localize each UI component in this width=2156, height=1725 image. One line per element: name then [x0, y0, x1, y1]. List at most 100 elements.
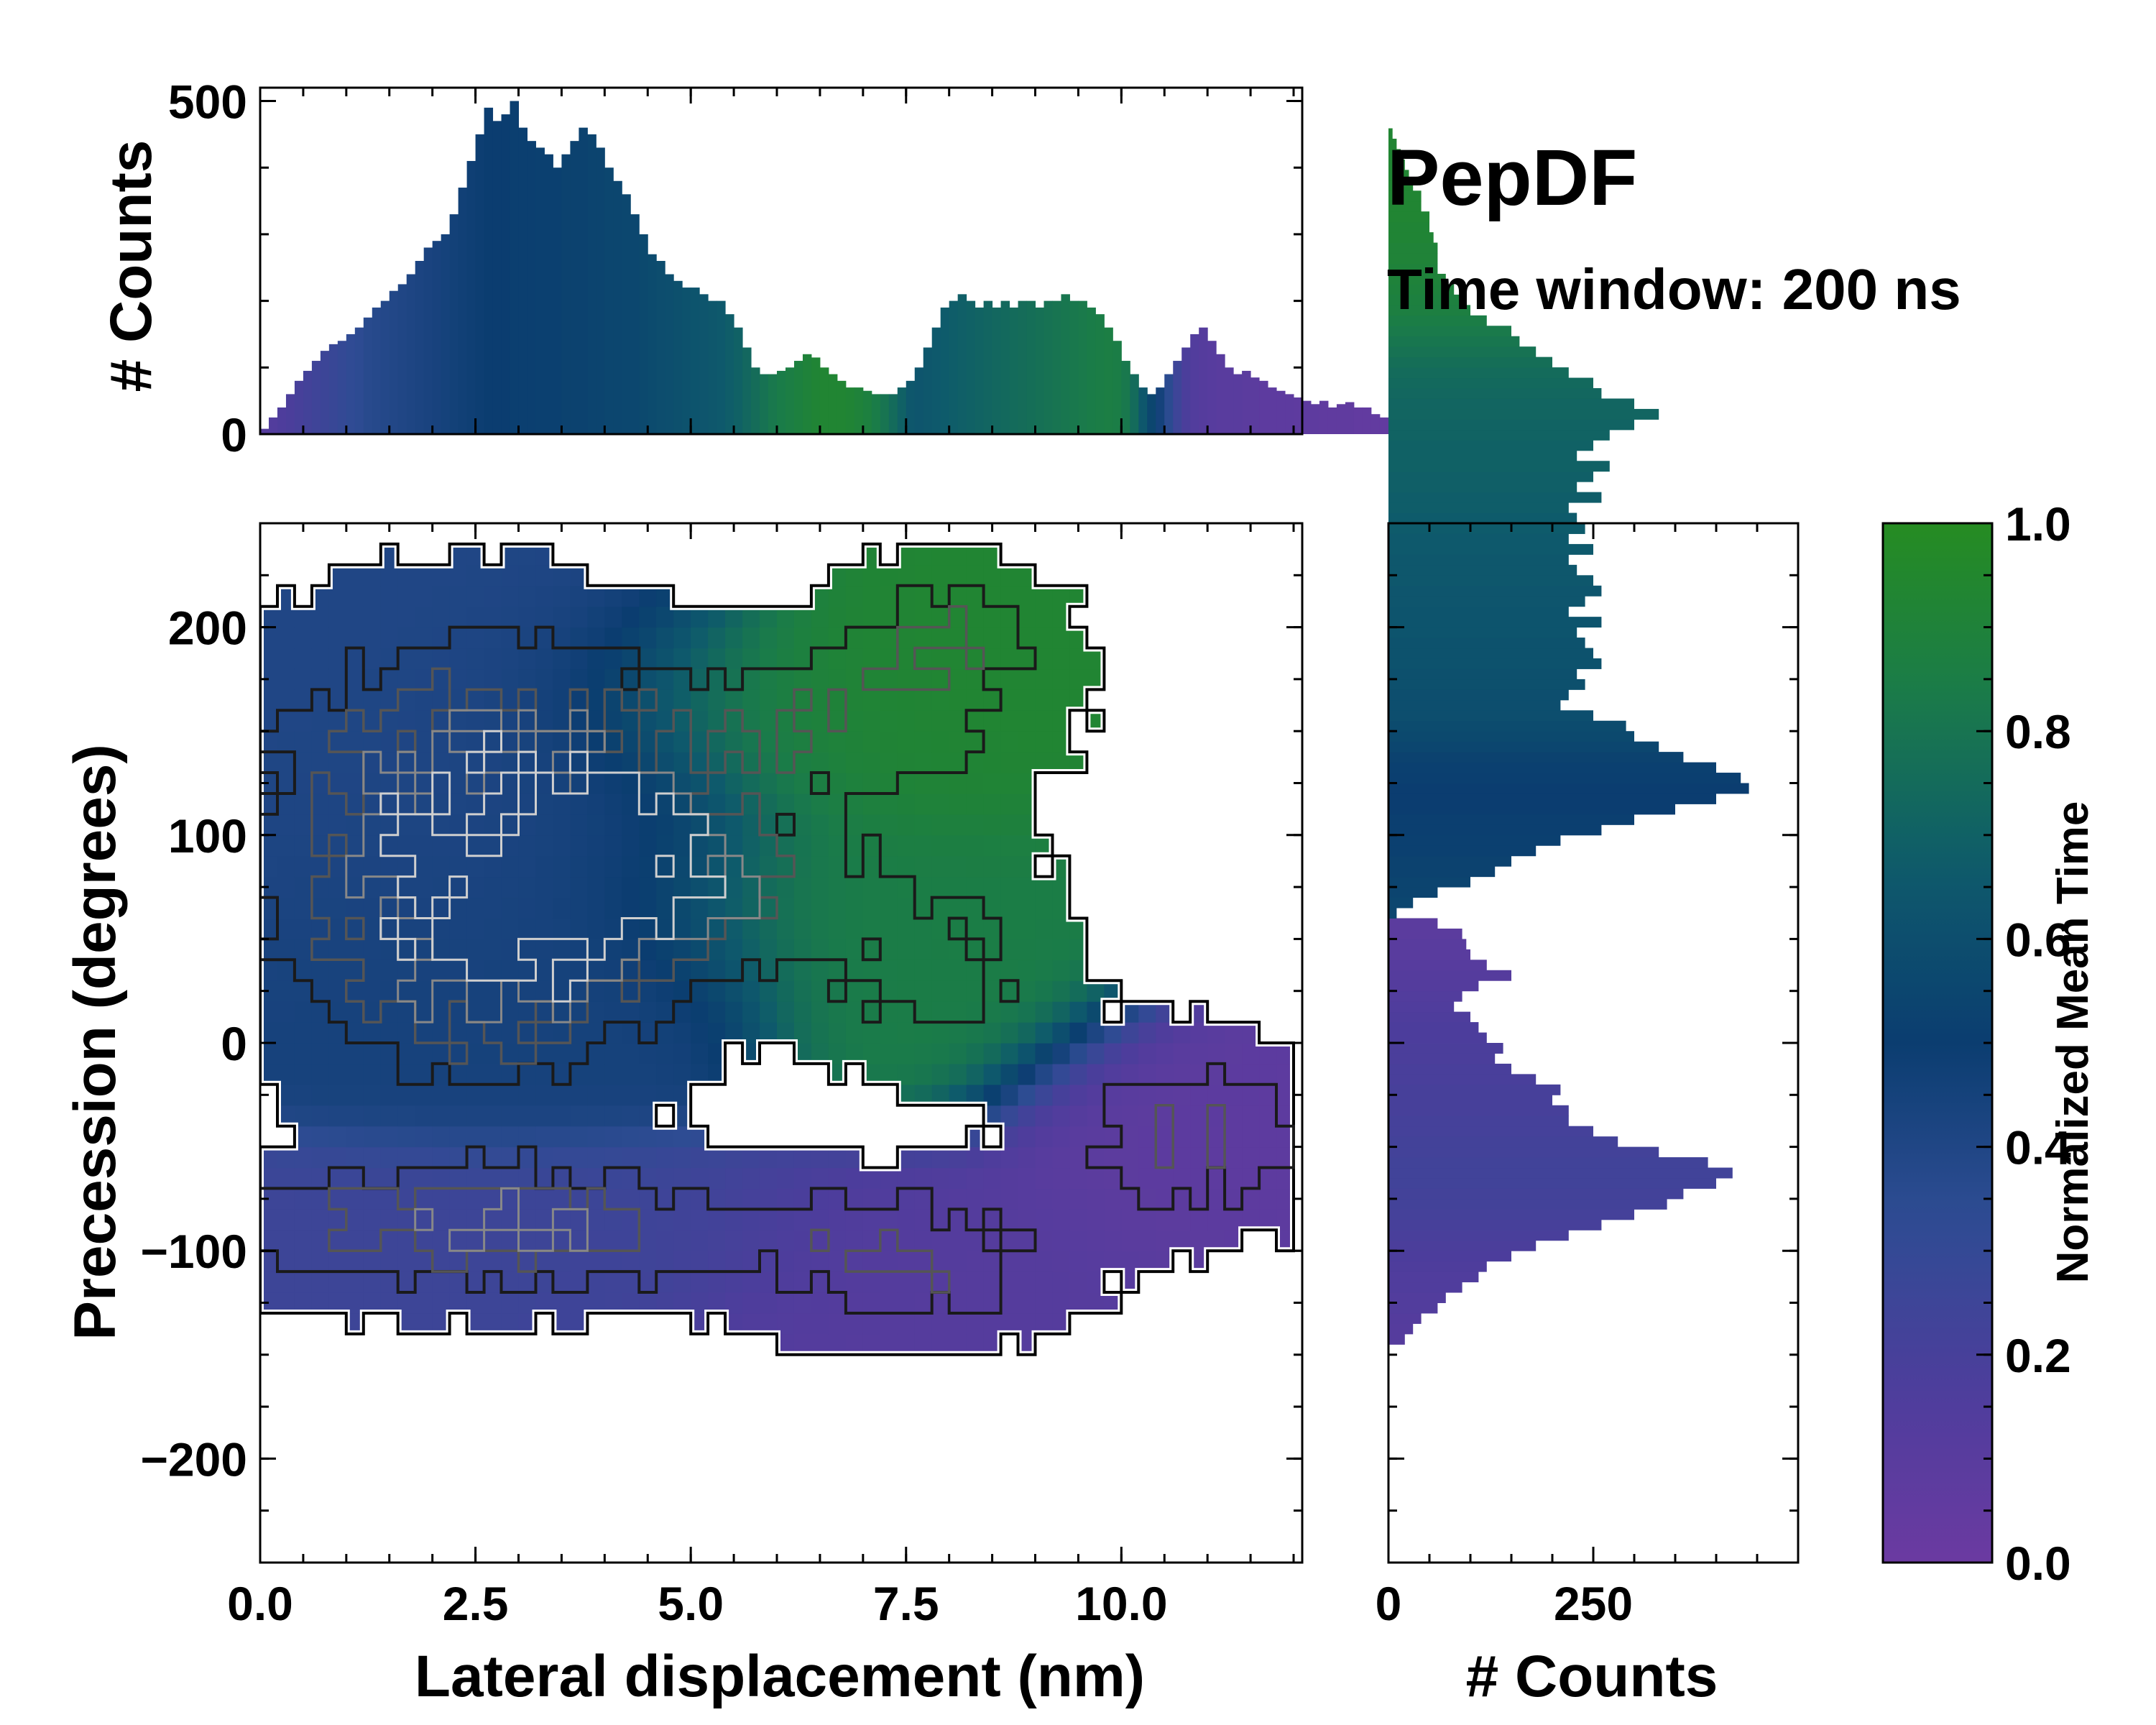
heatmap-cell	[742, 1230, 760, 1251]
right-hist-bar	[1388, 1043, 1503, 1054]
heatmap-cell	[983, 939, 1002, 960]
right-hist-bar	[1388, 928, 1462, 939]
top-hist-bar	[1294, 397, 1303, 434]
heatmap-cell	[1121, 1209, 1139, 1230]
heatmap-cell	[466, 731, 485, 753]
heatmap-cell	[570, 834, 588, 857]
heatmap-cell	[1121, 1126, 1139, 1148]
top-hist-bar	[510, 101, 520, 435]
heatmap-cell	[346, 897, 364, 919]
heatmap-cell	[294, 1188, 313, 1210]
heatmap-cell	[1000, 606, 1019, 628]
top-hist-frame	[259, 86, 1304, 436]
heatmap-cell	[880, 773, 898, 794]
heatmap-cell	[1104, 1126, 1122, 1148]
heatmap-cell	[983, 793, 1002, 815]
heatmap-cell	[777, 668, 795, 690]
heatmap-cell	[949, 1312, 967, 1335]
heatmap-cell	[553, 1084, 571, 1106]
heatmap-cell	[328, 731, 347, 753]
heatmap-cell	[777, 814, 795, 836]
heatmap-cell	[311, 980, 330, 1002]
heatmap-cell	[570, 876, 588, 898]
right-hist-bar	[1388, 1022, 1479, 1034]
heatmap-cell	[1190, 1105, 1208, 1127]
top-hist-bar	[1319, 400, 1329, 434]
heatmap-cell	[501, 1084, 520, 1106]
heatmap-cell	[501, 752, 520, 773]
top-hist-bar	[682, 288, 691, 434]
heatmap-cell	[1069, 1001, 1088, 1023]
heatmap-cell	[415, 980, 433, 1002]
heatmap-cell	[311, 1146, 330, 1169]
heatmap-cell	[328, 648, 347, 670]
heatmap-cell	[432, 1209, 451, 1230]
heatmap-cell	[622, 960, 640, 981]
heatmap-cell	[294, 897, 313, 919]
heatmap-cell	[553, 752, 571, 773]
top-hist-bar	[277, 407, 287, 434]
heatmap-cell	[604, 1209, 622, 1230]
heatmap-cell	[793, 876, 812, 898]
heatmap-cell	[880, 1188, 898, 1210]
heatmap-cell	[1035, 1043, 1054, 1064]
heatmap-cell	[760, 897, 778, 919]
heatmap-cell	[880, 918, 898, 939]
heatmap-cell	[1259, 1188, 1277, 1210]
top-hist-bar	[622, 194, 631, 434]
heatmap-cell	[811, 814, 829, 836]
heatmap-cell	[1069, 1230, 1088, 1251]
heatmap-cell	[604, 876, 622, 898]
heatmap-cell	[466, 1022, 485, 1044]
heatmap-cell	[673, 1043, 691, 1064]
right-hist-bar	[1388, 689, 1569, 701]
heatmap-cell	[294, 1043, 313, 1064]
heatmap-cell	[449, 1251, 468, 1272]
heatmap-cell	[622, 1001, 640, 1023]
heatmap-cell	[570, 627, 588, 649]
heatmap-cell	[949, 710, 967, 732]
heatmap-cell	[966, 752, 985, 773]
top-hist-bar	[1181, 347, 1191, 434]
heatmap-cell	[708, 876, 726, 898]
right-hist-bar	[1388, 564, 1577, 576]
heatmap-cell	[294, 1230, 313, 1251]
heatmap-cell	[363, 606, 382, 628]
heatmap-cell	[484, 1063, 502, 1085]
heatmap-cell	[1052, 1001, 1071, 1023]
heatmap-cell	[1207, 1063, 1225, 1085]
heatmap-cell	[1259, 1167, 1277, 1190]
top-hist-bar	[862, 390, 872, 434]
heatmap-cell	[587, 1084, 605, 1106]
heatmap-cell	[949, 731, 967, 753]
heatmap-cell	[380, 1001, 399, 1023]
heatmap-cell	[449, 897, 468, 919]
heatmap-cell	[639, 627, 657, 649]
heatmap-cell	[449, 1188, 468, 1210]
heatmap-cell	[1259, 1126, 1277, 1148]
heatmap-cell	[914, 897, 933, 919]
heatmap-cell	[553, 876, 571, 898]
right-hist-bar	[1388, 346, 1537, 358]
right-hist-bar	[1388, 1240, 1537, 1251]
heatmap-cell	[484, 1146, 502, 1169]
heatmap-cell	[656, 731, 674, 753]
heatmap-cell	[1052, 1188, 1071, 1210]
heatmap-cell	[397, 897, 416, 919]
heatmap-cell	[828, 1292, 847, 1314]
heatmap-cell	[415, 1209, 433, 1230]
heatmap-cell	[914, 1292, 933, 1314]
heatmap-cell	[501, 1063, 520, 1085]
heatmap-cell	[1035, 1209, 1054, 1230]
heatmap-cell	[553, 731, 571, 753]
heatmap-cell	[1121, 1105, 1139, 1127]
heatmap-cell	[1104, 1146, 1122, 1169]
heatmap-cell	[880, 814, 898, 836]
heatmap-cell	[622, 1043, 640, 1064]
heatmap-cell	[656, 814, 674, 836]
heatmap-cell	[691, 773, 709, 794]
heatmap-cell	[811, 1230, 829, 1251]
heatmap-cell	[691, 668, 709, 690]
heatmap-cell	[639, 668, 657, 690]
heatmap-cell	[880, 1292, 898, 1314]
